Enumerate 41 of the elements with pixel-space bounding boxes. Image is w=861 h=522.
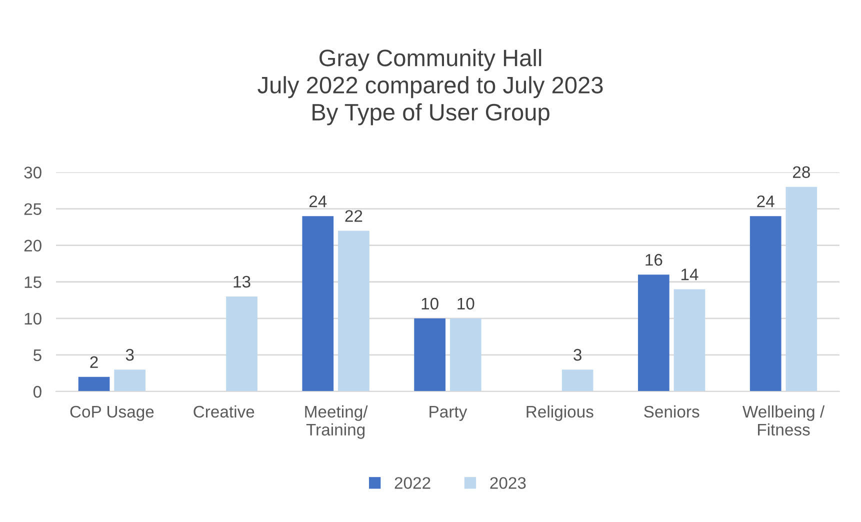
legend-label: 2022 bbox=[394, 477, 430, 489]
data-label: 2 bbox=[90, 356, 98, 368]
data-label: 28 bbox=[792, 166, 810, 178]
bar bbox=[750, 216, 782, 392]
data-label: 10 bbox=[422, 298, 438, 310]
chart-title: Gray Community Hall July 2022 compared to July 2023 By Type of User Group bbox=[258, 48, 603, 126]
bar bbox=[562, 370, 594, 392]
bar bbox=[302, 216, 334, 392]
x-tick-label: CoP Usage bbox=[70, 406, 154, 421]
data-label: 13 bbox=[234, 276, 250, 288]
x-tick-label: Meeting/ Training bbox=[305, 405, 368, 439]
data-label: 3 bbox=[126, 348, 134, 361]
x-tick-label: Wellbeing / Fitness bbox=[742, 405, 825, 436]
bar bbox=[674, 289, 706, 392]
x-tick-label: Creative bbox=[194, 405, 254, 418]
data-label: 24 bbox=[757, 195, 774, 208]
bar bbox=[78, 376, 110, 392]
bar bbox=[786, 186, 818, 392]
data-label: 14 bbox=[681, 268, 698, 280]
x-tick-label: Religious bbox=[526, 405, 594, 421]
y-tick-label: 25 bbox=[24, 203, 42, 216]
x-tick-label: Party bbox=[430, 406, 468, 421]
data-label: 3 bbox=[574, 348, 582, 361]
y-tick-label: 20 bbox=[24, 240, 42, 252]
y-tick-label: 30 bbox=[24, 166, 42, 178]
bar bbox=[450, 318, 482, 392]
bar bbox=[414, 318, 446, 392]
bar bbox=[638, 274, 670, 392]
data-label: 22 bbox=[345, 210, 362, 222]
y-tick-label: 0 bbox=[33, 386, 42, 398]
data-label: 24 bbox=[309, 195, 327, 208]
legend-label: 2023 bbox=[490, 477, 526, 489]
y-tick-label: 10 bbox=[24, 312, 42, 325]
x-tick-label: Seniors bbox=[644, 405, 700, 418]
bar bbox=[338, 230, 370, 392]
bar bbox=[226, 296, 258, 392]
y-tick-label: 15 bbox=[24, 276, 42, 288]
data-label: 16 bbox=[646, 254, 662, 266]
y-tick-label: 5 bbox=[33, 350, 42, 362]
bar bbox=[114, 370, 146, 392]
data-label: 10 bbox=[458, 298, 474, 310]
